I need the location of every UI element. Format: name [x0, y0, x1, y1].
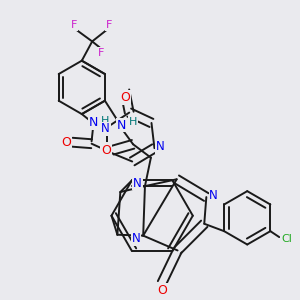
Text: F: F [106, 20, 112, 30]
Text: F: F [98, 48, 104, 58]
Text: N: N [101, 143, 110, 156]
Text: F: F [70, 20, 77, 30]
Text: O: O [61, 136, 71, 149]
Text: N: N [209, 189, 218, 202]
Text: H: H [129, 117, 137, 127]
Text: O: O [157, 284, 167, 297]
Text: H: H [101, 116, 109, 127]
Text: O: O [101, 144, 111, 157]
Text: Cl: Cl [281, 234, 292, 244]
Text: N: N [131, 232, 140, 245]
Text: N: N [88, 116, 98, 130]
Text: O: O [120, 91, 130, 104]
Text: N: N [101, 122, 110, 135]
Text: N: N [156, 140, 165, 153]
Text: N: N [133, 177, 142, 190]
Text: N: N [117, 118, 126, 131]
